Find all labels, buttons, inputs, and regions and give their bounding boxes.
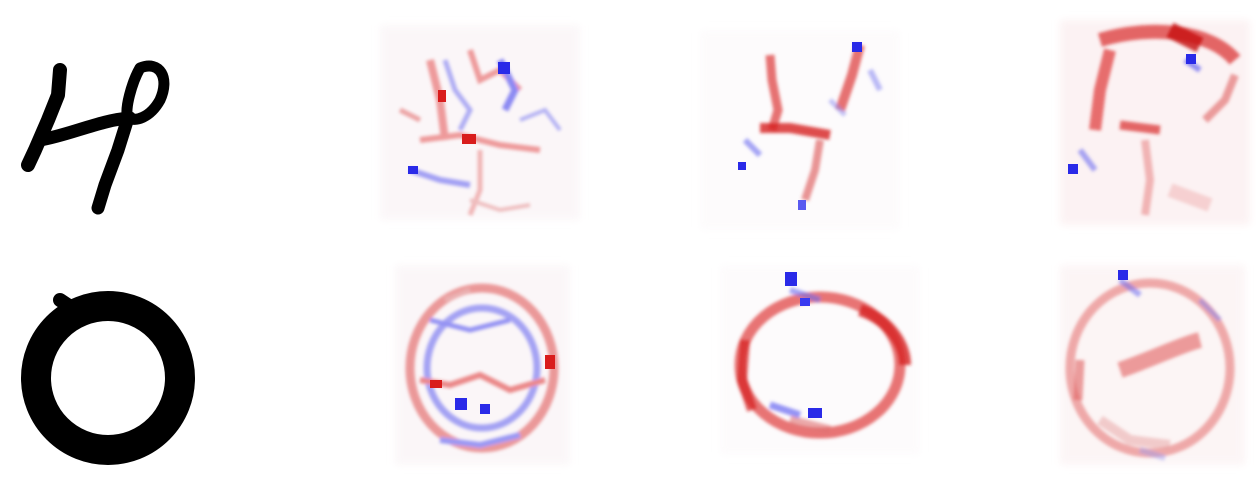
attribution-map-4-a bbox=[380, 25, 580, 220]
row-digit-0 bbox=[21, 265, 1245, 465]
row-digit-4 bbox=[21, 20, 1250, 230]
input-digit-4 bbox=[21, 60, 170, 215]
attribution-map-0-a bbox=[395, 265, 570, 465]
attribution-map-0-b bbox=[720, 265, 920, 455]
attribution-map-0-c bbox=[1060, 265, 1245, 465]
input-digit-0 bbox=[21, 291, 195, 465]
attribution-map-4-c bbox=[1060, 20, 1250, 225]
attribution-map-4-b bbox=[700, 30, 900, 230]
